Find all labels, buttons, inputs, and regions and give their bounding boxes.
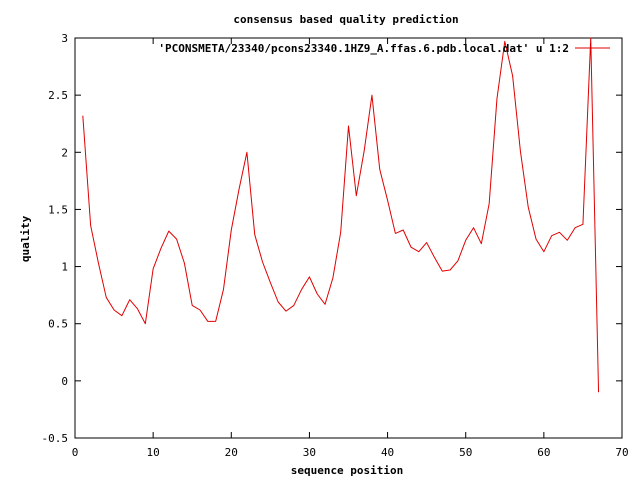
y-tick-label: 2.5 (48, 89, 68, 102)
x-tick-label: 0 (72, 446, 79, 459)
x-tick-label: 10 (147, 446, 160, 459)
series-layer (82, 37, 600, 393)
y-tick-label: 0.5 (48, 318, 68, 331)
y-tick-label: 2 (61, 146, 68, 159)
axis-ticks: 0 10 20 30 40 50 60 70-0.500.511.522.53 (42, 32, 629, 459)
y-tick-label: 0 (61, 375, 68, 388)
y-tick-label: 1 (61, 261, 68, 274)
x-tick-label: 20 (225, 446, 238, 459)
plot-area-frame (74, 37, 623, 439)
legend: 'PCONSMETA/23340/pcons23340.1HZ9_A.ffas.… (158, 42, 610, 55)
x-tick-label: 40 (381, 446, 394, 459)
chart-title: consensus based quality prediction (233, 13, 458, 26)
legend-label: 'PCONSMETA/23340/pcons23340.1HZ9_A.ffas.… (158, 42, 569, 55)
y-axis-label: quality (19, 215, 32, 262)
x-tick-label: 30 (303, 446, 316, 459)
y-tick-label: 1.5 (48, 203, 68, 216)
series-line (82, 37, 600, 393)
y-tick-label: 3 (61, 32, 68, 45)
x-tick-label: 70 (615, 446, 628, 459)
x-axis-label: sequence position (291, 464, 404, 477)
y-tick-label: -0.5 (42, 432, 69, 445)
x-tick-label: 50 (459, 446, 472, 459)
x-tick-label: 60 (537, 446, 550, 459)
